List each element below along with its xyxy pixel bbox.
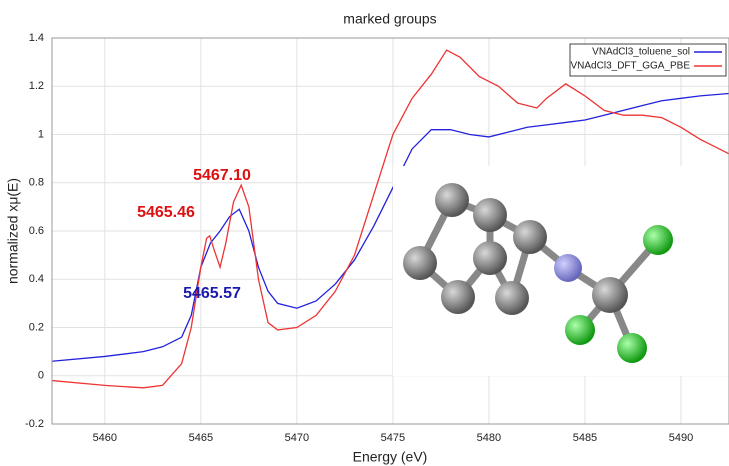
- x-tick-label: 5470: [285, 432, 309, 444]
- annotation: 5465.46: [137, 204, 195, 221]
- annotation: 5465.57: [183, 285, 241, 302]
- y-tick-label: 1: [38, 128, 44, 140]
- y-axis-title: normalized xμ(E): [5, 178, 21, 284]
- legend: VNAdCl3_toluene_sol VNAdCl3_DFT_GGA_PBE: [570, 44, 726, 76]
- y-tick-label: 0.8: [29, 177, 44, 189]
- x-axis-title: Energy (eV): [353, 449, 428, 465]
- y-tick-label: 0.4: [29, 273, 44, 285]
- chart: marked groups Energy (eV) normalized xμ(…: [0, 0, 729, 466]
- y-tick-label: 0.6: [29, 225, 44, 237]
- y-tick-label: 0: [38, 370, 44, 382]
- x-tick-label: 5490: [669, 432, 693, 444]
- y-tick-label: -0.2: [25, 418, 44, 430]
- x-tick-label: 5460: [93, 432, 117, 444]
- x-tick-label: 5465: [189, 432, 213, 444]
- y-tick-label: 0.2: [29, 321, 44, 333]
- x-tick-label: 5485: [573, 432, 597, 444]
- legend-label: VNAdCl3_toluene_sol: [592, 47, 690, 58]
- annotation: 5467.10: [193, 167, 251, 184]
- molecule-image: [393, 166, 729, 376]
- x-tick-label: 5475: [381, 432, 405, 444]
- chart-title: marked groups: [343, 11, 436, 27]
- legend-label: VNAdCl3_DFT_GGA_PBE: [571, 61, 691, 72]
- x-tick-label: 5480: [477, 432, 501, 444]
- y-tick-label: 1.4: [29, 32, 44, 44]
- y-tick-label: 1.2: [29, 80, 44, 92]
